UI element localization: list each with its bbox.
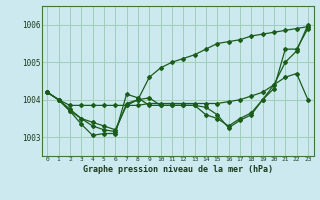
- X-axis label: Graphe pression niveau de la mer (hPa): Graphe pression niveau de la mer (hPa): [83, 165, 273, 174]
